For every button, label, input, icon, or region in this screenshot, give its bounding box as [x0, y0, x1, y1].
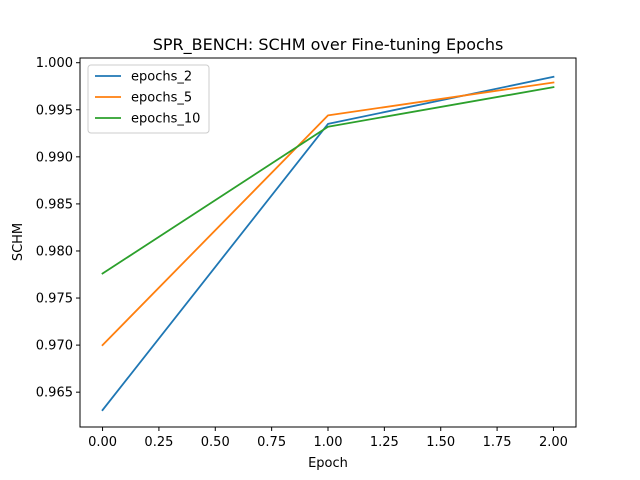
x-tick-label: 1.50 [426, 435, 455, 450]
chart-title: SPR_BENCH: SCHM over Fine-tuning Epochs [153, 35, 504, 55]
x-tick-label: 0.25 [144, 435, 173, 450]
x-tick-label: 1.25 [370, 435, 399, 450]
y-tick-label: 0.990 [36, 150, 73, 165]
y-tick-label: 0.965 [36, 386, 73, 401]
x-tick-label: 0.00 [88, 435, 117, 450]
legend-box [87, 64, 210, 134]
legend-label: epochs_10 [131, 112, 200, 127]
series-layer [101, 75, 555, 412]
x-axis-label: Epoch [308, 456, 348, 471]
tick-layer: 0.00 0.25 0.50 0.75 1.00 1.25 1.50 1.75 2.00 0.96… [36, 56, 568, 450]
y-tick-label: 1.000 [36, 56, 73, 71]
legend: epochs_2 epochs_5 epochs_10 [87, 64, 210, 134]
x-tick-label: 1.00 [314, 435, 343, 450]
x-tick-label: 1.75 [483, 435, 512, 450]
x-tick-label: 0.75 [257, 435, 286, 450]
y-tick-label: 0.985 [36, 197, 73, 212]
legend-label: epochs_5 [131, 91, 192, 106]
x-tick-label: 0.50 [201, 435, 230, 450]
y-tick-label: 0.995 [36, 103, 73, 118]
series-line-epochs-10 [101, 86, 555, 275]
y-tick-label: 0.975 [36, 292, 73, 307]
series-line-epochs-2 [101, 75, 555, 412]
x-tick-label: 2.00 [539, 435, 568, 450]
plot-frame [79, 57, 577, 428]
y-tick-label: 0.970 [36, 339, 73, 354]
series-line-epochs-5 [101, 81, 555, 347]
y-axis-label: SCHM [11, 223, 26, 261]
legend-label: epochs_2 [131, 70, 192, 85]
y-tick-label: 0.980 [36, 244, 73, 259]
